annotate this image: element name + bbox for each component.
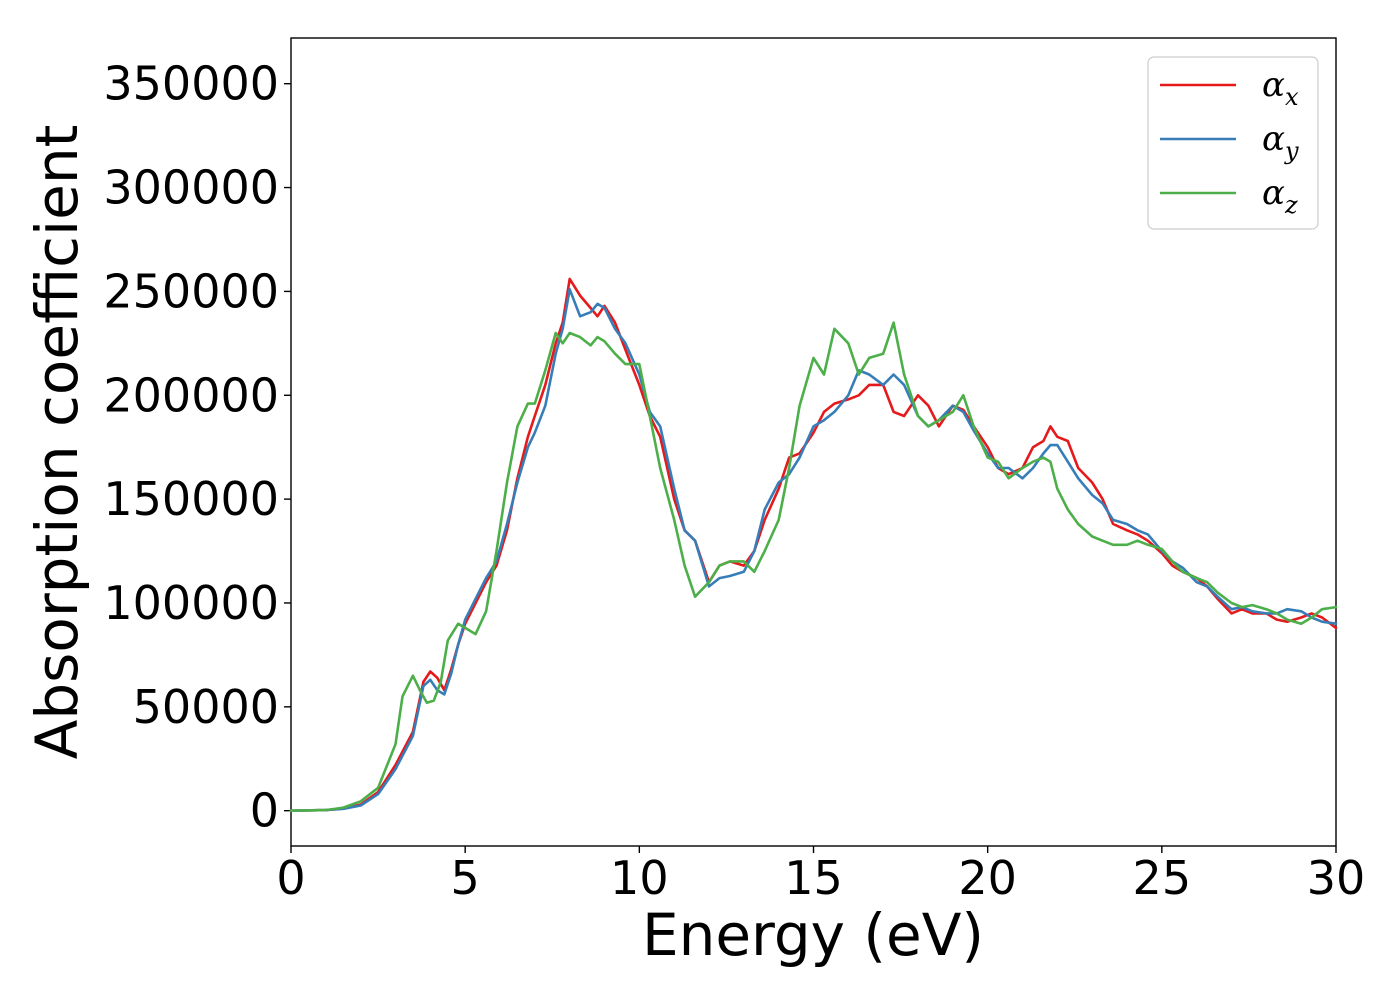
legend-label-y: αy [1262, 119, 1299, 165]
y-axis-label: Absorption coefficient [23, 125, 91, 760]
legend-symbol: α [1262, 65, 1285, 105]
y-tick-label: 300000 [103, 161, 279, 215]
y-tick-label: 50000 [133, 680, 279, 734]
x-tick-label: 20 [958, 851, 1017, 905]
series-line-x [289, 277, 1338, 813]
y-tick-label: 100000 [103, 576, 279, 630]
y-tick-label: 0 [250, 784, 279, 838]
x-tick-label: 30 [1307, 851, 1366, 905]
legend-subscript: y [1284, 137, 1299, 165]
y-axis-ticks: 0 50000 100000 150000 200000 250000 300000 3500… [103, 57, 291, 838]
x-tick-label: 0 [276, 851, 305, 905]
y-tick-label: 200000 [103, 368, 279, 422]
legend-symbol: α [1262, 173, 1285, 213]
legend-label-z: αz [1262, 173, 1298, 219]
legend-subscript: z [1284, 191, 1298, 219]
y-tick-label: 350000 [103, 57, 279, 111]
y-tick-label: 250000 [103, 264, 279, 318]
x-tick-label: 25 [1133, 851, 1192, 905]
legend-symbol: α [1262, 119, 1285, 159]
x-tick-label: 15 [784, 851, 843, 905]
x-tick-label: 5 [451, 851, 480, 905]
x-tick-label: 10 [610, 851, 669, 905]
x-axis-label: Energy (eV) [642, 901, 984, 969]
series-lines [289, 277, 1338, 813]
legend-subscript: x [1285, 83, 1299, 111]
legend-frame [1147, 56, 1319, 230]
x-axis-ticks: 0 5 10 15 20 25 30 [276, 846, 1365, 905]
y-tick-label: 150000 [103, 472, 279, 526]
series-line-y [289, 287, 1338, 813]
series-line-z [289, 321, 1338, 813]
legend-label-x: αx [1262, 65, 1299, 111]
